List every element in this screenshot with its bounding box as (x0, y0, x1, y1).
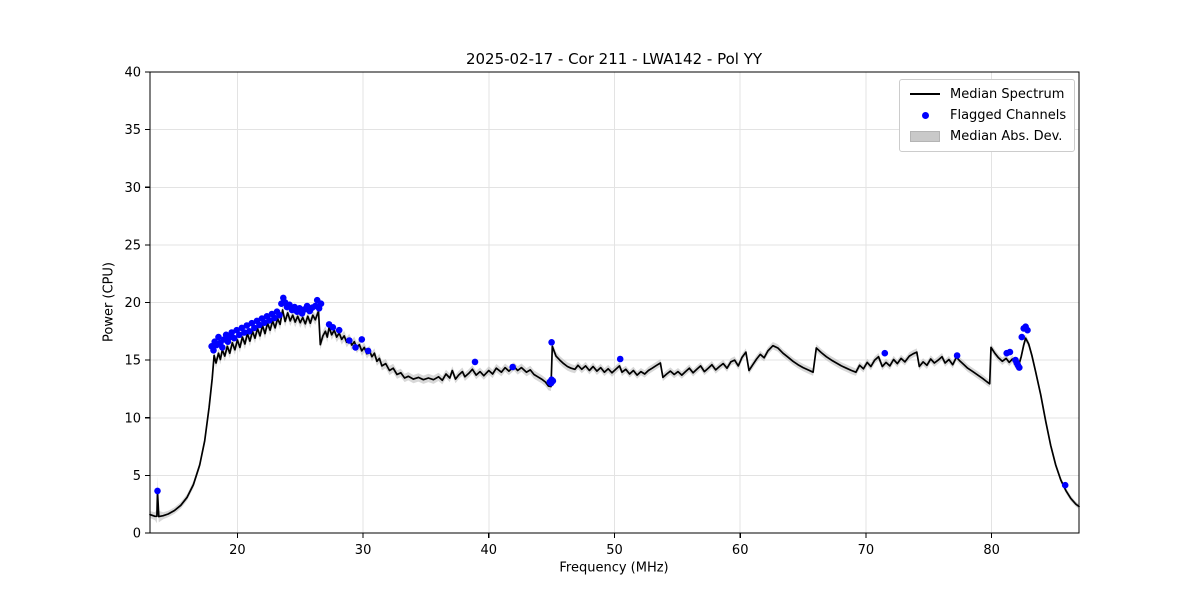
y-axis-label: Power (CPU) (101, 261, 117, 343)
flagged-channel-dot (616, 355, 624, 363)
y-tick-label: 0 (133, 527, 141, 542)
flagged-channel-dot (261, 319, 268, 327)
flagged-channel-dot (296, 305, 303, 312)
flagged-channel-dot (346, 337, 353, 344)
y-tick-label: 40 (124, 66, 141, 81)
page-title: 2025-02-17 - Cor 211 - LWA142 - Pol YY (465, 50, 763, 68)
flagged-channel-dot (215, 333, 222, 341)
tick-labels: 20 30 40 50 60 70 80 0 5 10 15 20 25 30 35 40 (124, 66, 999, 559)
median-spectrum-line (149, 309, 1080, 518)
flagged-channel-dot (246, 328, 253, 335)
flagged-channel-dot (335, 326, 343, 334)
flagged-channel-dot (236, 331, 243, 339)
legend-item-flagged-channels: Flagged Channels (908, 106, 1066, 124)
flagged-channel-dot (230, 334, 238, 342)
flagged-channel-dot (509, 363, 516, 371)
y-tick-label: 5 (133, 469, 141, 484)
flagged-channel-dot (210, 347, 217, 354)
flagged-channel-dot (352, 344, 359, 351)
flagged-channel-dot (256, 321, 263, 329)
y-tick-label: 10 (124, 411, 141, 426)
flagged-channel-dot (1018, 333, 1026, 341)
legend-item-median-abs-dev: Median Abs. Dev. (908, 127, 1066, 145)
flagged-channel-dot (243, 322, 251, 329)
legend: Median Spectrum Flagged Channels Median … (899, 79, 1075, 152)
flagged-channel-dot (303, 302, 311, 310)
x-tick-label: 30 (355, 543, 372, 558)
x-tick-label: 50 (606, 543, 623, 558)
flagged-channel-dot (154, 487, 161, 495)
x-axis-label: Frequency (MHz) (559, 560, 669, 576)
flagged-channels-points (154, 294, 1069, 495)
y-tick-label: 35 (124, 123, 141, 138)
y-tick-label: 25 (124, 238, 141, 253)
flagged-channel-dot (471, 358, 479, 366)
flagged-channel-dot (1024, 326, 1031, 334)
y-tick-label: 20 (124, 296, 141, 311)
x-tick-label: 70 (858, 543, 875, 558)
x-tick-label: 80 (983, 543, 1000, 558)
y-tick-label: 15 (124, 354, 141, 369)
x-tick-label: 20 (229, 543, 246, 558)
flagged-channel-dot (241, 329, 248, 336)
flagged-channel-dot (317, 300, 325, 308)
legend-label: Flagged Channels (950, 107, 1067, 123)
flagged-channel-dot (953, 352, 961, 359)
flagged-channel-dot (271, 314, 278, 322)
dot-sample-icon (908, 111, 942, 119)
flagged-channel-dot (251, 324, 258, 332)
ticks (145, 71, 993, 538)
flagged-channel-dot (329, 324, 337, 331)
flagged-channel-dot (549, 377, 557, 385)
flagged-channel-dot (548, 339, 555, 346)
y-tick-label: 30 (124, 181, 141, 196)
flagged-channel-dot (276, 311, 283, 319)
flagged-channel-dot (358, 336, 366, 343)
x-tick-label: 60 (732, 543, 749, 558)
line-sample-icon (908, 93, 942, 95)
legend-label: Median Abs. Dev. (950, 128, 1063, 144)
flagged-channel-dot (228, 329, 235, 336)
flagged-channel-dot (266, 317, 273, 324)
flagged-channel-dot (219, 344, 226, 351)
legend-item-median-spectrum: Median Spectrum (908, 85, 1066, 103)
legend-label: Median Spectrum (950, 86, 1065, 102)
flagged-channel-dot (286, 301, 293, 309)
flagged-channel-dot (1016, 364, 1023, 371)
flagged-channel-dot (364, 347, 372, 355)
band-sample-icon (908, 130, 942, 142)
flagged-channel-dot (1061, 481, 1069, 489)
grid (150, 71, 1079, 534)
x-tick-label: 40 (481, 543, 498, 558)
flagged-channel-dot (1006, 348, 1014, 356)
flagged-channel-dot (881, 349, 889, 357)
